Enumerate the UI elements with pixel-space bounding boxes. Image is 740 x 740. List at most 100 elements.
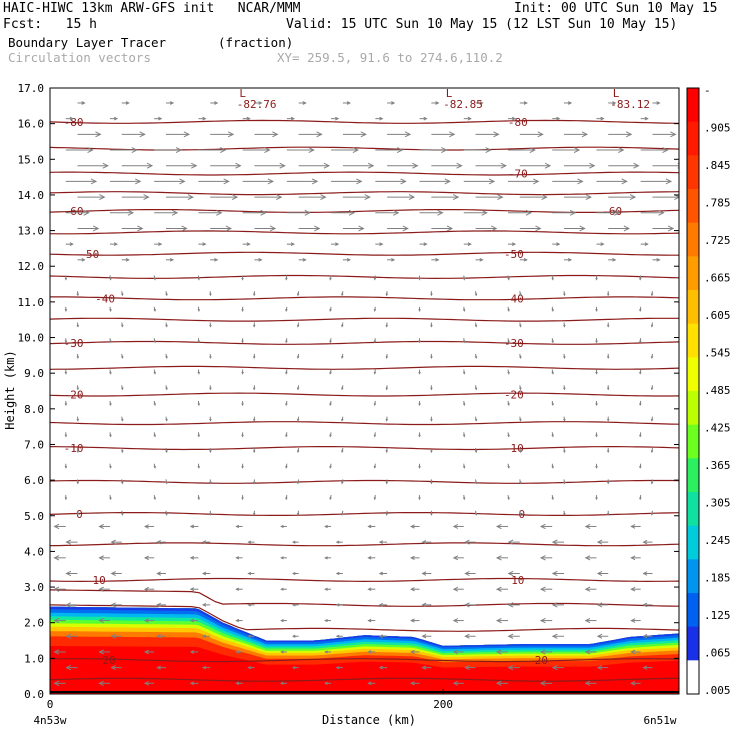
plot-frame	[49, 87, 680, 695]
contour-label: -20	[504, 389, 524, 402]
wind-vector	[329, 432, 332, 438]
wind-vector	[606, 416, 610, 422]
wind-vector	[189, 587, 199, 592]
wind-vector	[650, 510, 654, 516]
colorbar-swatch	[687, 660, 699, 695]
wind-vector	[475, 131, 500, 138]
wind-vector	[378, 540, 388, 545]
wind-vector	[154, 209, 179, 216]
wind-vector	[285, 432, 288, 438]
wind-vector	[298, 225, 321, 232]
wind-vector	[608, 257, 617, 262]
y-tick-label: 14.0	[18, 189, 45, 202]
colorbar-label: .605	[704, 309, 731, 322]
wind-vector	[519, 416, 522, 422]
wind-vector	[606, 479, 610, 485]
wind-vector	[385, 322, 389, 328]
wind-vector	[298, 257, 307, 262]
wind-vector	[596, 178, 628, 185]
colorbar-label: .905	[704, 122, 731, 135]
wind-vector	[507, 400, 510, 407]
wind-vector	[209, 510, 212, 516]
wind-vector	[375, 147, 404, 153]
wind-vector	[452, 618, 464, 623]
low-letter: L	[239, 87, 246, 100]
wind-vector	[121, 131, 146, 138]
colorbar-swatch	[687, 88, 699, 123]
wind-vector	[335, 634, 343, 638]
wind-vector	[507, 147, 536, 153]
wind-vector	[563, 510, 566, 516]
contour-label: 20	[535, 654, 548, 667]
wind-vector	[77, 131, 102, 138]
wind-vector	[197, 463, 200, 469]
wind-vector	[165, 416, 168, 422]
wind-vector	[551, 570, 565, 577]
wind-vector	[165, 257, 175, 262]
wind-vector	[650, 385, 654, 391]
colorbar-swatch	[687, 424, 699, 459]
wind-vector	[285, 275, 288, 281]
wind-vector	[387, 257, 396, 262]
wind-vector	[463, 209, 488, 216]
temperature-contour	[50, 317, 679, 322]
wind-vector	[329, 369, 332, 375]
wind-vector	[430, 322, 433, 328]
wind-vector	[197, 306, 200, 312]
wind-vector	[606, 510, 610, 516]
wind-vector	[109, 147, 138, 153]
wind-vector	[419, 178, 451, 185]
wind-vector	[375, 209, 400, 216]
wind-vector	[507, 463, 510, 469]
y-tick-label: 8.0	[24, 403, 44, 416]
wind-vector	[165, 353, 168, 360]
wind-vector	[563, 416, 566, 422]
x-axis: 0 200	[47, 689, 453, 711]
wind-vector	[462, 400, 466, 407]
colorbar-label: .305	[704, 497, 731, 510]
wind-vector	[285, 369, 288, 375]
wind-vector	[198, 178, 230, 185]
wind-vector	[642, 665, 653, 670]
wind-vector	[387, 162, 419, 169]
wind-vector	[235, 650, 243, 654]
wind-vector	[254, 131, 279, 138]
colorbar-swatch	[687, 492, 699, 527]
wind-vector	[410, 555, 420, 560]
wind-vector	[463, 178, 496, 185]
wind-vector	[410, 681, 420, 686]
wind-vector	[341, 447, 344, 454]
wind-vector	[241, 400, 244, 407]
contour-label: 0	[518, 508, 525, 521]
wind-vector	[209, 322, 212, 328]
wind-vector	[201, 540, 211, 545]
wind-vector	[286, 209, 311, 216]
wind-vector	[630, 680, 641, 686]
wind-vector	[143, 555, 155, 561]
wind-vector	[452, 586, 464, 592]
wind-vector	[650, 447, 654, 454]
contour-label: -60	[64, 205, 84, 218]
wind-vector	[121, 447, 124, 454]
wind-vector	[241, 306, 244, 312]
wind-vector	[421, 602, 432, 608]
wind-vector	[109, 463, 112, 469]
y-tick-label: 0.0	[24, 688, 44, 701]
wind-vector	[464, 539, 476, 545]
wind-vector	[65, 539, 78, 545]
wind-vector	[235, 587, 243, 591]
wind-vector	[210, 131, 235, 138]
wind-vector	[519, 162, 552, 169]
y-axis-title: Height (km)	[3, 350, 17, 429]
overlay-name: Circulation vectors	[8, 50, 151, 65]
contour-label: 10	[93, 574, 106, 587]
y-tick-label: 13.0	[18, 225, 45, 238]
wind-vector	[608, 131, 633, 138]
wind-vector	[280, 618, 287, 623]
wind-vector	[210, 257, 219, 262]
wind-vector	[519, 322, 522, 328]
temperature-contour	[50, 479, 679, 484]
contour-label: -60	[602, 205, 622, 218]
wind-vector	[280, 524, 287, 529]
wind-vector	[210, 194, 239, 201]
